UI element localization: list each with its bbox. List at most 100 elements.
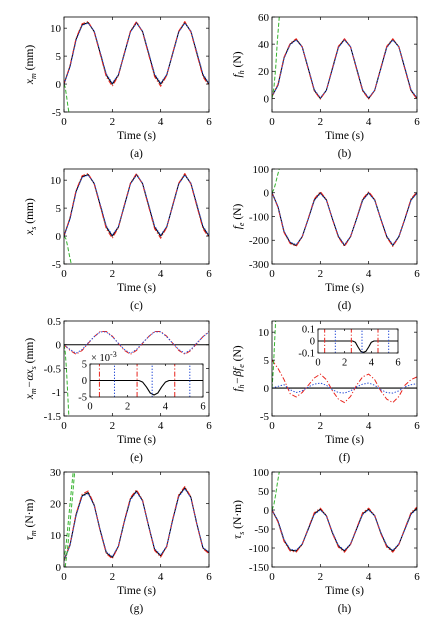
panel-f-xtick-label-3: 6 (414, 420, 420, 432)
panel-e-inset-xtick-label-2: 4 (163, 402, 169, 413)
panel-c-xlabel: Time (s) (117, 282, 156, 294)
panel-g-xtick-label-3: 6 (206, 571, 212, 583)
panel-e-inset-ytick-label-0: -5 (78, 393, 87, 404)
panel-g-ytick-label-0: 0 (56, 562, 62, 574)
panel-e-ylabel-sub-3: s (29, 366, 38, 369)
panel-e-ylabel-symbol-2: −αx (24, 368, 36, 388)
panel-h-ytick-label-2: -50 (254, 524, 269, 536)
panel-h: 0 2 4 6 -150 -100 -50 0 50 100 Time (s) (h) τs (N·m) (232, 467, 420, 615)
panel-g-ylabel-sub-1: m (29, 530, 38, 536)
panel-e-ylabel-symbol-0: x (24, 393, 36, 400)
panel-b-xtick-label-1: 2 (318, 116, 324, 128)
panel-g-ytick-label-1: 10 (50, 530, 62, 542)
panel-d-series-group (272, 169, 417, 247)
panel-g-xtick-label-0: 0 (61, 571, 67, 583)
panel-f-xtick-label-2: 4 (366, 420, 372, 432)
panel-c-ylabel: xs (mm) (24, 198, 38, 236)
panel-h-ylabel-unit: (N·m) (232, 500, 244, 532)
panel-b-series-group (272, 17, 417, 100)
panel-e-inset-xtick-label-0: 0 (87, 402, 92, 413)
panel-d-ytick-label-1: -200 (249, 235, 270, 247)
panel-h-xtick-label-2: 4 (366, 571, 372, 583)
panel-f-ylabel-symbol-2: −βf (232, 366, 244, 384)
panel-a-ylabel: xm (mm) (24, 45, 38, 85)
panel-b-xtick-label-2: 4 (366, 116, 372, 128)
panel-b-caption: (b) (338, 148, 352, 160)
panel-f-ytick-label-0: -5 (260, 411, 270, 423)
panel-f-xlabel: Time (s) (325, 434, 364, 446)
panel-h-ytick-label-0: -150 (249, 562, 270, 574)
panel-e-inset: 0 2 4 6-505× 10-3 (78, 350, 205, 413)
panel-d-ylabel: fe (N) (232, 204, 246, 230)
panel-h-xtick-label-1: 2 (318, 571, 324, 583)
panel-e-caption: (e) (130, 452, 143, 464)
panel-f-inset: 0 2 4 6-0.100.1 (298, 325, 400, 369)
panel-d-ytick-label-2: -100 (249, 211, 270, 223)
panel-f-series-1-red-dashdot (272, 359, 417, 404)
panel-g-ylabel-unit: (N·m) (24, 499, 36, 531)
panel-a-xtick-label-1: 2 (110, 116, 116, 128)
panel-g-xtick-label-2: 4 (158, 571, 164, 583)
panel-e-xtick-label-0: 0 (61, 420, 67, 432)
panel-b-frame (271, 16, 418, 113)
panel-b-ylabel-sub-1: h (237, 70, 246, 74)
panel-d-ylabel-symbol-0: f (232, 224, 244, 229)
panel-c-frame (63, 168, 210, 265)
panel-e-ylabel-sub-1: m (29, 388, 38, 394)
panel-d-series-3-green-dashed (272, 169, 280, 193)
panel-a-xtick-label-2: 4 (158, 116, 164, 128)
panel-d-xtick-label-3: 6 (414, 268, 420, 280)
panel-d-series-1-red-dashdot (272, 191, 417, 247)
panel-f-inset-series-group (318, 329, 398, 353)
panel-c-ylabel-unit: (mm) (24, 198, 36, 227)
panel-c-ylabel-symbol-0: x (24, 229, 36, 236)
panel-h-ytick-label-1: -100 (249, 543, 270, 555)
panel-d-ytick-label-4: 100 (253, 164, 270, 176)
panel-a-ytick-label-1: 0 (56, 79, 62, 91)
panel-a-series-group (64, 20, 209, 112)
panel-e-ytick-label-2: -0.5 (44, 363, 62, 375)
panel-h-caption: (h) (338, 603, 352, 615)
panel-h-xtick-label-3: 6 (414, 571, 420, 583)
panel-d-series-0-black-solid (272, 192, 417, 247)
panel-b-ytick-label-1: 20 (258, 66, 270, 78)
panel-e-ytick-label-1: -1 (52, 387, 61, 399)
panel-g-series-1-red-dashdot (64, 486, 209, 561)
panel-h-xlabel: Time (s) (325, 585, 364, 597)
panel-c-xtick-label-0: 0 (61, 268, 67, 280)
panel-c-ytick-label-1: 0 (56, 231, 62, 243)
panel-h-ytick-label-4: 50 (258, 486, 270, 498)
panel-b-ytick-label-0: 0 (264, 93, 270, 105)
panel-h-series-3-green-dashed (272, 472, 280, 511)
panel-d-ytick-label-3: 0 (264, 188, 270, 200)
panel-f-ylabel-sub-3: e (237, 364, 246, 368)
panel-a-ytick-label-0: -5 (52, 107, 62, 119)
panel-f-inset-ytick-label-0: -0.1 (298, 349, 315, 360)
panel-a-ytick-label-2: 5 (56, 51, 62, 63)
panel-g-ylabel-symbol-0: τ (24, 535, 36, 540)
panel-f-xtick-label-0: 0 (269, 420, 275, 432)
panel-e: 0 2 4 6 -1.5 -1 -0.5 0 0.5 Time (s) (e) xm−αxs (mm)… (24, 316, 212, 464)
panel-b-xtick-label-0: 0 (269, 116, 275, 128)
panel-d-xtick-label-1: 2 (318, 268, 324, 280)
panel-g: 0 2 4 6 0 10 20 30 Time (s) (g) τm (N·m) (24, 467, 212, 615)
panel-a-series-0-black-solid (64, 22, 209, 85)
panel-e-xtick-label-1: 2 (110, 420, 116, 432)
panel-b-plot-area (272, 17, 417, 112)
panel-e-series-3-green-dashed (64, 344, 70, 416)
panel-a-ylabel-unit: (mm) (24, 45, 36, 74)
panel-e-inset-ytick-label-2: 5 (82, 360, 87, 371)
panel-c-ytick-label-3: 10 (50, 175, 62, 187)
panel-a-ylabel-symbol-0: x (24, 78, 36, 85)
panel-f-ytick-label-3: 10 (258, 327, 270, 339)
panel-d-xtick-label-0: 0 (269, 268, 275, 280)
panel-d-plot-area (272, 169, 417, 264)
panel-b-xlabel: Time (s) (325, 130, 364, 142)
panel-e-ytick-label-4: 0.5 (47, 316, 61, 328)
panel-a-series-3-green-dashed (64, 83, 70, 112)
panel-g-caption: (g) (130, 603, 144, 615)
panel-g-series-0-black-solid (64, 487, 209, 561)
panel-c-series-2-blue-dotted (64, 174, 209, 237)
